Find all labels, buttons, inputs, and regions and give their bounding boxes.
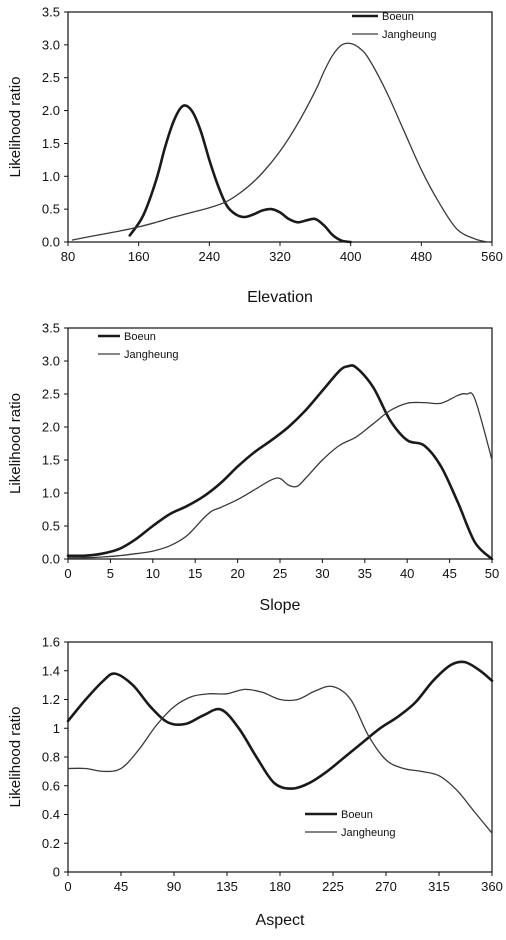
x-axis-title: Aspect (256, 912, 305, 929)
x-tick-label: 45 (442, 566, 456, 581)
y-tick-label: 1.5 (42, 136, 60, 151)
y-tick-label: 0.0 (42, 235, 60, 250)
legend-label-boeun: Boeun (382, 11, 414, 23)
y-tick-label: 1 (53, 721, 60, 736)
x-tick-label: 45 (114, 879, 128, 894)
legend-label-boeun: Boeun (124, 331, 156, 343)
y-tick-label: 1.0 (42, 486, 60, 501)
chart-aspect-svg: 0 0.2 0.4 0.6 0.8 1 1.2 1.4 1.6 0 45 90 135 180 225 270… (7, 635, 503, 930)
plot-frame (67, 327, 493, 560)
legend-label-jangheung: Jangheung (124, 349, 178, 361)
y-tick-label: 1.2 (42, 692, 60, 707)
chart-slope-svg: 0.0 0.5 1.0 1.5 2.0 2.5 3.0 3.5 0 5 10 15 20 25 30 35 40… (7, 321, 499, 615)
y-tick-label: 2.5 (42, 70, 60, 85)
x-tick-label: 5 (107, 566, 114, 581)
x-tick-label: 240 (198, 249, 220, 264)
x-tick-label: 560 (481, 249, 503, 264)
x-axis-title: Slope (260, 597, 301, 614)
x-tick-label: 35 (358, 566, 372, 581)
y-tick-label: 0.6 (42, 778, 60, 793)
x-tick-label: 50 (485, 566, 499, 581)
x-tick-label: 15 (188, 566, 202, 581)
y-tick-label: 0.0 (42, 552, 60, 567)
x-tick-label: 80 (61, 249, 75, 264)
series-line-boeun (66, 660, 494, 790)
series-line-jangheung (67, 392, 493, 559)
x-tick-label: 160 (128, 249, 150, 264)
x-axis-title: Elevation (247, 289, 313, 306)
legend-label-jangheung: Jangheung (341, 827, 395, 839)
x-tick-label: 10 (146, 566, 160, 581)
y-tick-label: 1.0 (42, 169, 60, 184)
plot-frame (67, 641, 493, 873)
y-tick-label: 2.5 (42, 387, 60, 402)
plot-frame (67, 11, 493, 243)
y-tick-label: 0.2 (42, 836, 60, 851)
x-tick-label: 360 (481, 879, 503, 894)
x-tick-label: 40 (400, 566, 414, 581)
chart-elevation: 0.0 0.5 1.0 1.5 2.0 2.5 3.0 3.5 80 160 240 320 400 48… (0, 0, 506, 312)
x-tick-label: 0 (64, 879, 71, 894)
y-tick-label: 1.5 (42, 453, 60, 468)
series-line-boeun (128, 104, 352, 244)
series-line-boeun (66, 364, 494, 561)
x-tick-label: 270 (375, 879, 397, 894)
x-tick-label: 315 (428, 879, 450, 894)
legend-label-boeun: Boeun (341, 809, 373, 821)
y-tick-label: 1.4 (42, 663, 60, 678)
x-tick-label: 30 (315, 566, 329, 581)
y-tick-label: 2.0 (42, 420, 60, 435)
y-axis-title: Likelihood ratio (7, 393, 24, 494)
series-line-jangheung (71, 42, 489, 243)
x-tick-label: 90 (167, 879, 181, 894)
y-tick-label: 3.5 (42, 321, 60, 336)
x-tick-label: 225 (322, 879, 344, 894)
y-tick-label: 0 (53, 865, 60, 880)
y-tick-label: 0.4 (42, 807, 60, 822)
y-tick-label: 0.5 (42, 202, 60, 217)
chart-aspect: 0 0.2 0.4 0.6 0.8 1 1.2 1.4 1.6 0 45 90 135 180 225 270… (0, 620, 506, 935)
chart-slope: 0.0 0.5 1.0 1.5 2.0 2.5 3.0 3.5 0 5 10 15 20 25 30 35 40… (0, 312, 506, 620)
x-tick-label: 135 (216, 879, 238, 894)
series-line-jangheung (67, 685, 493, 834)
x-tick-label: 400 (340, 249, 362, 264)
y-axis-title: Likelihood ratio (7, 707, 24, 808)
x-tick-label: 25 (273, 566, 287, 581)
x-tick-label: 20 (230, 566, 244, 581)
y-tick-label: 0.8 (42, 750, 60, 765)
x-tick-label: 180 (269, 879, 291, 894)
x-tick-label: 480 (410, 249, 432, 264)
x-tick-label: 0 (64, 566, 71, 581)
y-tick-label: 3.5 (42, 5, 60, 20)
legend-label-jangheung: Jangheung (382, 29, 436, 41)
x-tick-label: 320 (269, 249, 291, 264)
y-tick-label: 2.0 (42, 103, 60, 118)
y-tick-label: 3.0 (42, 354, 60, 369)
y-tick-label: 0.5 (42, 519, 60, 534)
y-axis-title: Likelihood ratio (7, 77, 24, 178)
y-tick-label: 3.0 (42, 37, 60, 52)
y-tick-label: 1.6 (42, 635, 60, 650)
chart-elevation-svg: 0.0 0.5 1.0 1.5 2.0 2.5 3.0 3.5 80 160 240 320 400 48… (7, 5, 503, 307)
